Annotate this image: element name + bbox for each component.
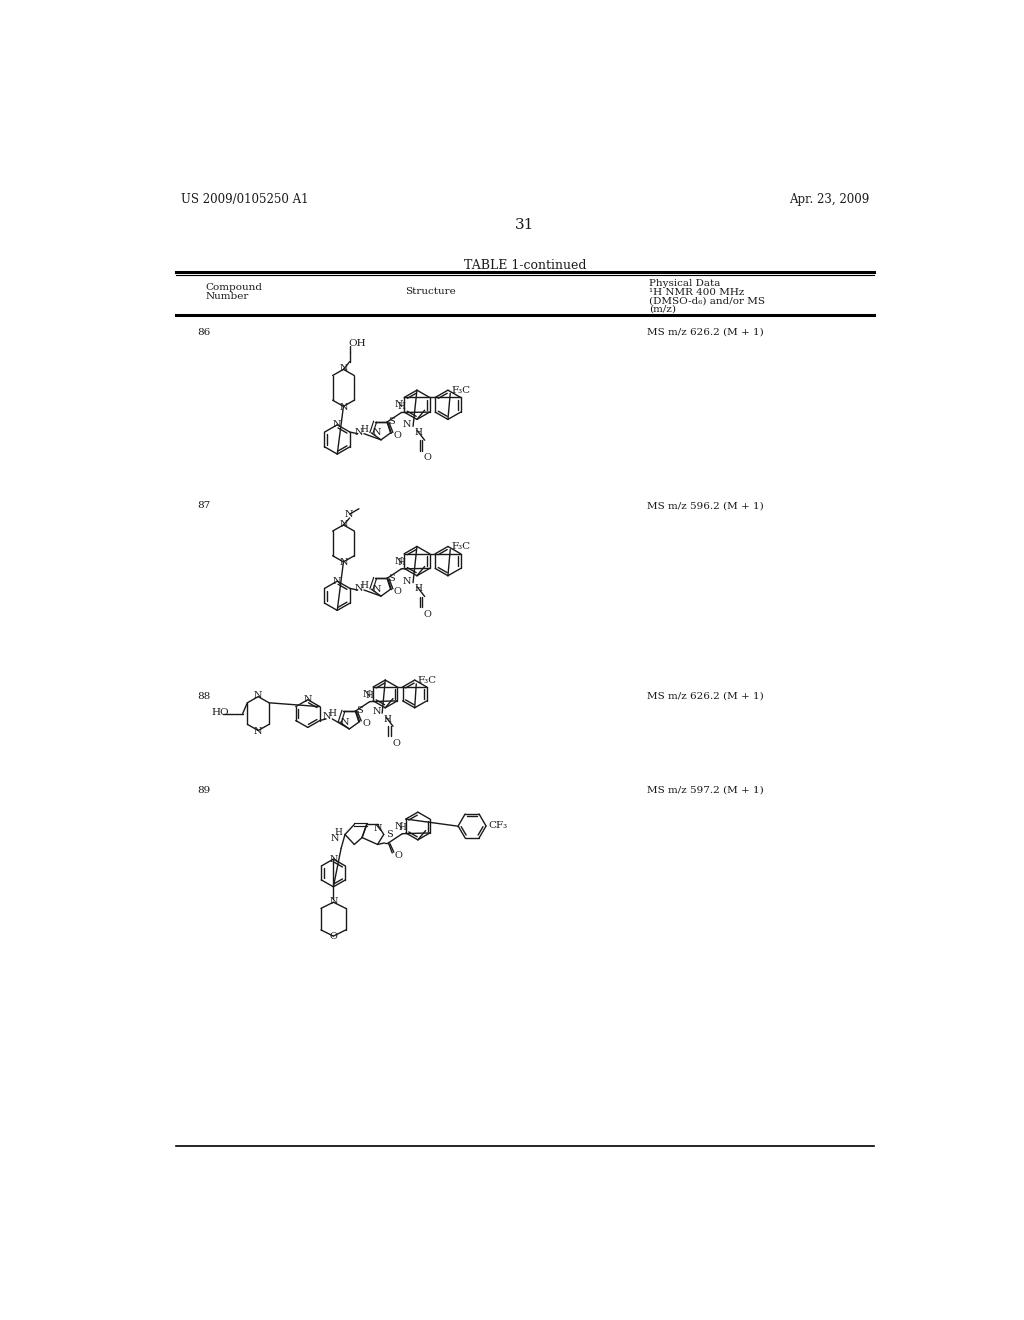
Text: H: H	[329, 709, 336, 718]
Text: N: N	[372, 708, 381, 717]
Text: N: N	[394, 557, 402, 566]
Text: HO: HO	[212, 709, 229, 717]
Text: O: O	[392, 739, 400, 747]
Text: H: H	[360, 425, 368, 433]
Text: H: H	[360, 581, 368, 590]
Text: Physical Data: Physical Data	[649, 280, 720, 288]
Text: (m/z): (m/z)	[649, 305, 676, 314]
Text: US 2009/0105250 A1: US 2009/0105250 A1	[180, 193, 308, 206]
Text: N: N	[374, 824, 382, 833]
Text: N: N	[339, 403, 348, 412]
Text: O: O	[393, 432, 401, 440]
Text: O: O	[424, 610, 432, 619]
Text: H: H	[398, 824, 407, 832]
Text: N: N	[362, 689, 371, 698]
Text: H: H	[397, 403, 406, 411]
Text: Number: Number	[206, 292, 249, 301]
Text: S: S	[388, 417, 394, 426]
Text: H: H	[397, 558, 406, 568]
Text: Apr. 23, 2009: Apr. 23, 2009	[788, 193, 869, 206]
Text: N: N	[329, 854, 338, 863]
Text: TABLE 1-continued: TABLE 1-continued	[464, 259, 586, 272]
Text: MS m/z 626.2 (M + 1): MS m/z 626.2 (M + 1)	[647, 692, 764, 701]
Text: S: S	[356, 706, 362, 715]
Text: Structure: Structure	[404, 286, 456, 296]
Text: F₃C: F₃C	[452, 385, 471, 395]
Text: N: N	[323, 713, 332, 721]
Text: H: H	[384, 714, 391, 723]
Text: F₃C: F₃C	[418, 676, 437, 685]
Text: 87: 87	[198, 502, 211, 510]
Text: O: O	[330, 932, 337, 941]
Text: H: H	[415, 585, 423, 593]
Text: N: N	[254, 692, 262, 701]
Text: O: O	[393, 587, 401, 597]
Text: H: H	[415, 428, 423, 437]
Text: N: N	[331, 834, 340, 842]
Text: N: N	[329, 898, 338, 906]
Text: N: N	[341, 718, 349, 726]
Text: MS m/z 596.2 (M + 1): MS m/z 596.2 (M + 1)	[647, 502, 764, 510]
Text: CF₃: CF₃	[488, 821, 508, 830]
Text: N: N	[354, 583, 364, 593]
Text: N: N	[402, 420, 411, 429]
Text: N: N	[394, 400, 402, 409]
Text: N: N	[339, 520, 348, 528]
Text: (DMSO-d₆) and/or MS: (DMSO-d₆) and/or MS	[649, 296, 765, 305]
Text: N: N	[303, 696, 312, 704]
Text: MS m/z 597.2 (M + 1): MS m/z 597.2 (M + 1)	[647, 785, 764, 795]
Text: 89: 89	[198, 785, 211, 795]
Text: 86: 86	[198, 327, 211, 337]
Text: H: H	[334, 829, 342, 837]
Text: O: O	[424, 453, 432, 462]
Text: O: O	[362, 719, 370, 729]
Text: N: N	[402, 577, 411, 586]
Text: N: N	[339, 558, 348, 568]
Text: 31: 31	[515, 218, 535, 232]
Text: N: N	[372, 429, 381, 437]
Text: Compound: Compound	[206, 284, 262, 292]
Text: ¹H NMR 400 MHz: ¹H NMR 400 MHz	[649, 288, 744, 297]
Text: N: N	[339, 364, 348, 374]
Text: N: N	[395, 821, 403, 830]
Text: S: S	[388, 573, 394, 582]
Text: OH: OH	[348, 339, 366, 347]
Text: N: N	[254, 727, 262, 735]
Text: 88: 88	[198, 692, 211, 701]
Text: N: N	[345, 511, 353, 519]
Text: N: N	[354, 428, 364, 437]
Text: H: H	[366, 692, 374, 700]
Text: MS m/z 626.2 (M + 1): MS m/z 626.2 (M + 1)	[647, 327, 764, 337]
Text: S: S	[386, 830, 393, 840]
Text: N: N	[333, 420, 341, 429]
Text: F₃C: F₃C	[452, 541, 471, 550]
Text: N: N	[333, 577, 341, 586]
Text: O: O	[394, 851, 402, 859]
Text: N: N	[372, 585, 381, 594]
